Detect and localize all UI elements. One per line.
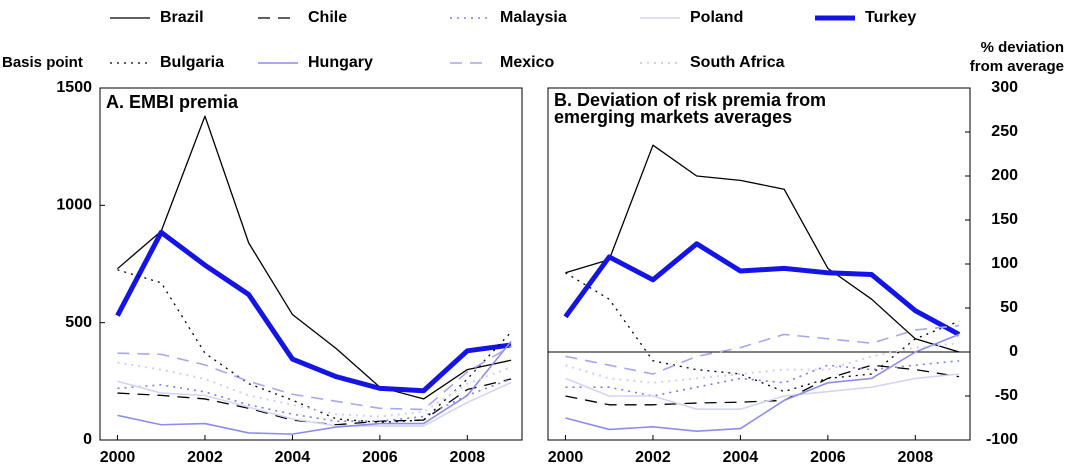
y-tick-label: 250 [991,123,1018,140]
series-line [565,324,960,375]
series-line [565,333,960,432]
x-tick-label: 2006 [362,449,398,466]
y-tick-label: 50 [1000,299,1018,316]
series-line [117,361,512,418]
x-tick-label: 2004 [723,449,759,466]
x-tick-label: 2000 [100,449,136,466]
y-tick-label: 0 [1009,343,1018,360]
series-line [563,241,961,337]
x-tick-label: 2008 [898,449,934,466]
y-tick-label: 100 [991,255,1018,272]
y-tick-label: -100 [986,431,1018,448]
plot-frame [547,87,971,441]
y-tick-label: 300 [991,79,1018,96]
y-tick-label: 1500 [56,79,92,96]
legend-label: Hungary [308,54,373,71]
y-tick-label: 500 [65,314,92,331]
y-tick-label: 1000 [56,197,92,214]
x-tick-label: 2006 [810,449,846,466]
y-axis-label: Basis point [2,54,83,71]
x-tick-label: 2002 [635,449,671,466]
legend-label: Turkey [865,9,916,26]
legend-label: Chile [308,9,347,26]
series-line [565,144,960,353]
x-tick-label: 2002 [187,449,223,466]
y2-axis-label: % deviation from average [969,39,1064,75]
series-line [117,269,512,424]
panel-b-title: B. Deviation of risk premia from emergin… [554,90,827,127]
series-line [117,345,512,411]
y-tick-label: 0 [83,431,92,448]
x-tick-label: 2008 [450,449,486,466]
series-line [565,342,960,384]
legend-label: Malaysia [500,9,567,26]
series-line [117,380,512,427]
plot-frame [99,87,523,441]
x-tick-label: 2000 [548,449,584,466]
y-tick-label: 200 [991,167,1018,184]
series-line [117,378,512,426]
panel-a-title: A. EMBI premia [106,92,239,112]
legend-label: Bulgaria [160,54,224,71]
series-line [565,360,960,397]
series-line [565,364,960,406]
series-line [565,272,960,393]
y-tick-label: 150 [991,211,1018,228]
series-line [115,229,512,394]
legend-label: South Africa [690,54,785,71]
legend-label: Mexico [500,54,554,71]
legend-label: Brazil [160,9,204,26]
y-tick-label: -50 [995,387,1018,404]
x-tick-label: 2004 [275,449,311,466]
series-line [117,340,512,435]
legend-label: Poland [690,9,743,26]
series-line [117,115,512,400]
series-line [565,373,960,410]
